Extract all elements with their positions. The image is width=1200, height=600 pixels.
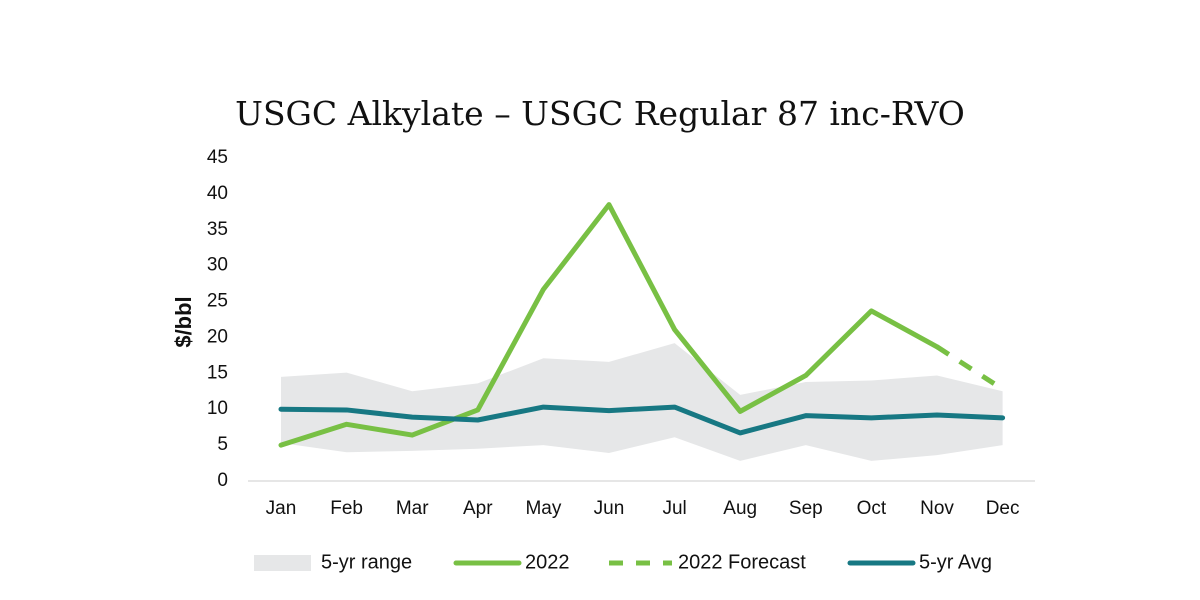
- y-tick-label: 10: [207, 398, 228, 419]
- y-tick-label: 30: [207, 255, 228, 276]
- series-line-2022-forecast: [935, 344, 1004, 392]
- x-tick-label: Jun: [594, 498, 625, 519]
- y-tick-label: 40: [207, 183, 228, 204]
- x-tick-label: Mar: [396, 498, 429, 519]
- legend-label-range: 5-yr range: [321, 551, 412, 573]
- x-tick-label: Aug: [723, 498, 757, 519]
- x-tick-label: Dec: [986, 498, 1020, 519]
- y-tick-label: 20: [207, 326, 228, 347]
- y-axis-label: $/bbl: [171, 296, 196, 347]
- x-tick-label: Oct: [857, 498, 887, 519]
- series-line-2022: [278, 202, 940, 448]
- y-tick-label: 25: [207, 291, 228, 312]
- legend-label-5-yr-avg: 5-yr Avg: [919, 551, 992, 573]
- y-tick-label: 0: [217, 470, 228, 491]
- chart-title: USGC Alkylate – USGC Regular 87 inc-RVO: [235, 94, 965, 133]
- legend: 5-yr range 2022 2022 Forecast 5-yr Avg: [254, 551, 992, 573]
- x-tick-label: Jan: [266, 498, 297, 519]
- x-tick-label: Jul: [662, 498, 686, 519]
- plot-area: [278, 202, 1006, 461]
- x-tick-label: Nov: [920, 498, 954, 519]
- legend-label-2022: 2022: [525, 551, 570, 573]
- x-tick-label: Sep: [789, 498, 823, 519]
- x-tick-label: Apr: [463, 498, 493, 519]
- axes: 0 5 10 15 20 25 30 35 40 45 Jan Feb Mar Apr May Jun Jul A…: [207, 147, 1035, 519]
- range-band: [281, 343, 1003, 461]
- x-tick-label: May: [525, 498, 561, 519]
- y-tick-label: 45: [207, 147, 228, 168]
- y-tick-label: 35: [207, 219, 228, 240]
- legend-label-2022-forecast: 2022 Forecast: [678, 551, 806, 573]
- y-tick-label: 5: [217, 434, 228, 455]
- series-line-5-yr-avg: [278, 404, 1006, 436]
- x-tick-label: Feb: [330, 498, 363, 519]
- y-tick-label: 15: [207, 362, 228, 383]
- legend-swatch-range: [254, 555, 311, 571]
